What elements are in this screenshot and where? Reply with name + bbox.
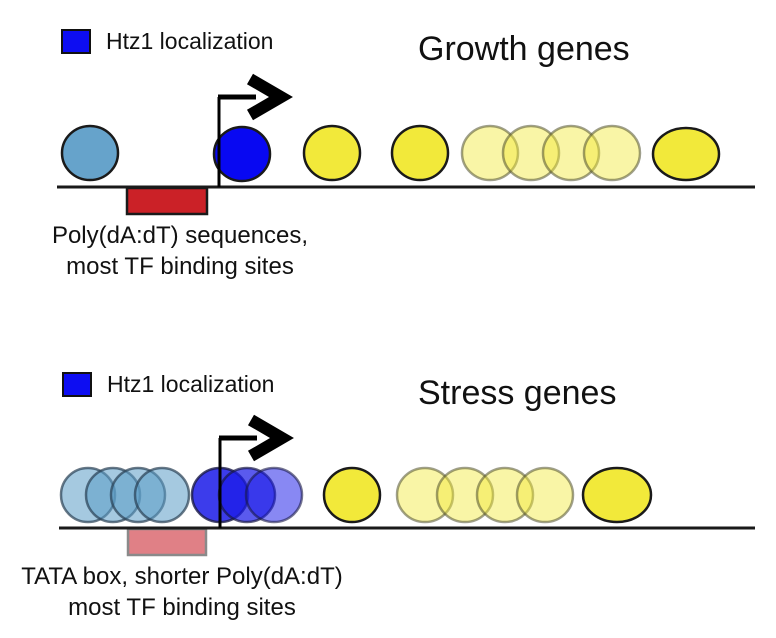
legend-stress: Htz1 localization [62,371,274,397]
panel-title-stress: Stress genes [418,374,617,412]
fuzzy-htz1-nucleosome [244,466,304,524]
gene-body-nucleosome [651,126,721,182]
caption-line: most TF binding sites [68,594,296,621]
caption-line: TATA box, shorter Poly(dA:dT) [21,563,343,590]
growth-genes-promoter-element-box [125,186,209,216]
fuzzy-nucleosome [582,124,642,182]
caption-line: most TF binding sites [66,253,294,280]
fuzzy-nucleosome [460,124,520,182]
stress-genes-tss-arrow-head-icon [247,414,294,462]
legend-label: Htz1 localization [107,371,275,397]
fuzzy-nucleosome [475,466,535,524]
panel-growth-genes [57,73,755,216]
fuzzy-nucleosome [435,466,495,524]
caption-line: Poly(dA:dT) sequences, [51,222,309,249]
caption-growth: Poly(dA:dT) sequences, most TF binding s… [15,220,345,282]
gene-body-nucleosome [322,466,382,524]
gene-body-nucleosome [390,124,450,182]
htz1-nucleosome [212,125,272,183]
htz1-swatch-icon [61,28,91,54]
fuzzy-nucleosome [515,466,575,524]
growth-genes-tss-arrow-head-icon [246,73,293,121]
stress-genes-promoter-element-box [126,527,208,557]
fuzzy-nucleosome [541,124,601,182]
htz1-swatch-icon [62,371,92,397]
gene-body-nucleosome [302,124,362,182]
upstream-nucleosome [60,124,120,182]
caption-stress: TATA box, shorter Poly(dA:dT) most TF bi… [0,561,364,623]
legend-label: Htz1 localization [106,28,274,54]
panel-title-growth: Growth genes [418,30,630,68]
gene-body-nucleosome [581,466,653,524]
fuzzy-nucleosome [395,466,455,524]
fuzzy-upstream-nucleosome [133,466,191,524]
panel-stress-genes [59,414,755,557]
fuzzy-nucleosome [501,124,561,182]
legend-growth: Htz1 localization [61,28,273,54]
